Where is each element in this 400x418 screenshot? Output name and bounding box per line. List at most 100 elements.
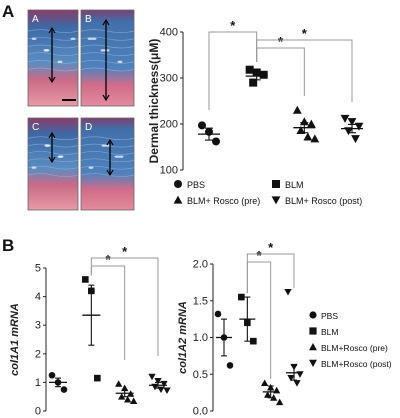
collagen-fiber (27, 29, 79, 33)
data-point (163, 387, 171, 395)
data-point (354, 122, 364, 131)
significance-star: * (268, 240, 274, 255)
micrograph-3 (27, 117, 79, 211)
tissue-gap (31, 37, 37, 40)
legend-label: PBS (321, 311, 338, 321)
significance-bracket: * (246, 240, 295, 294)
collagen-fiber (80, 158, 135, 163)
collagen-fiber (27, 59, 79, 64)
collagen-fiber (80, 173, 135, 177)
collagen-fiber (80, 59, 135, 64)
significance-star: * (256, 248, 262, 263)
significance-bracket: * (208, 18, 258, 110)
legend-label: BLM (285, 180, 304, 190)
data-point (293, 380, 301, 387)
arrow-head-bottom (106, 169, 114, 177)
collagen-fiber (27, 143, 79, 148)
legend-marker (309, 359, 317, 367)
legend-marker (174, 180, 182, 188)
data-point (249, 78, 258, 87)
collagen-fiber (80, 36, 135, 41)
legend-label: BLM+ Rosco (pre) (187, 196, 260, 206)
data-point (351, 135, 360, 144)
micrograph-1 (27, 9, 79, 107)
legend-label: PBS (187, 180, 205, 190)
collagen-fiber (27, 151, 79, 155)
legend-marker (272, 180, 280, 188)
data-point (250, 337, 257, 345)
y-tick-label: 3 (35, 320, 41, 332)
y-tick-label: 2.0 (193, 259, 208, 271)
legend-marker (309, 311, 317, 319)
data-point (296, 126, 306, 135)
tissue-gap (117, 60, 123, 64)
micrograph-label: C (32, 122, 39, 133)
group-blm (238, 293, 257, 345)
legend-marker (173, 195, 183, 204)
group-pbs (214, 310, 234, 369)
legend-label: BLM+Rosco (post) (321, 359, 392, 369)
data-point (292, 105, 302, 114)
data-point (154, 378, 162, 385)
group-blm-rosco-post- (340, 114, 364, 144)
y-axis-label: col1A2 mRNA (177, 301, 189, 374)
y-axis-label: Dermal thickness(μM) (147, 39, 161, 164)
tissue-gap (87, 37, 93, 40)
data-point (284, 288, 292, 296)
group-blm-rosco-pre- (292, 105, 320, 143)
collagen-fiber (27, 67, 79, 72)
collagen-fiber (27, 173, 79, 177)
group-blm (82, 276, 101, 382)
y-tick-label: 1 (35, 377, 41, 389)
data-point (94, 374, 101, 382)
y-tick-label: 300 (160, 73, 178, 85)
collagen-fiber (80, 136, 135, 141)
data-point (299, 117, 309, 126)
tissue-gap (101, 144, 107, 147)
collagen-fiber (27, 52, 79, 57)
y-axis-label: col1A1 mRNA (9, 303, 21, 376)
collagen-fiber (80, 44, 135, 49)
col1a1-chart: 0 1 2 3 4 5 col1A1 mRNA * * (9, 244, 171, 418)
y-tick-label: 1.0 (193, 332, 208, 344)
legend-label: BLM+Rosco (pre) (321, 343, 388, 353)
data-point (340, 114, 350, 123)
micrograph-4 (80, 117, 135, 211)
legend: PBS BLM BLM+Rosco (pre) BLM+Rosco (post) (309, 311, 392, 369)
data-point (124, 395, 132, 403)
tissue-gap (31, 166, 37, 169)
group-blm (245, 65, 268, 87)
arrow-head-top (106, 138, 114, 146)
collagen-fiber (27, 136, 79, 141)
arrow-head-top (102, 18, 110, 26)
significance-star: * (105, 252, 111, 267)
data-point (82, 276, 89, 283)
collagen-fiber (80, 29, 135, 33)
y-tick-label: 1.5 (193, 295, 208, 307)
collagen-fiber (27, 165, 79, 170)
tissue-gap (43, 49, 49, 52)
micrograph-label: A (32, 14, 39, 25)
legend-label: BLM (321, 327, 338, 337)
legend-marker (309, 327, 317, 335)
panel-label-b: B (2, 236, 14, 255)
group-blm-rosco-pre- (115, 380, 138, 404)
arrow-head-top (48, 26, 56, 34)
data-point (287, 374, 295, 382)
data-point (303, 132, 313, 141)
col1a2-chart: 0.0 0.5 1.0 1.5 2.0 col1A2 mRNA * * PBS BLM BLM+Ro… (177, 240, 392, 418)
arrow-head-bottom (48, 76, 56, 84)
group-blm-rosco-post- (284, 288, 304, 387)
data-point (48, 371, 56, 379)
tissue-gap (57, 60, 63, 64)
data-point (198, 121, 206, 130)
group-pbs (198, 121, 220, 146)
bracket-line (90, 257, 159, 356)
bracket-line (256, 39, 353, 102)
collagen-fiber (80, 151, 135, 155)
y-tick-label: 0.5 (193, 369, 208, 381)
y-tick-label: 200 (160, 119, 178, 131)
legend-marker (309, 343, 317, 351)
data-point (212, 137, 220, 146)
